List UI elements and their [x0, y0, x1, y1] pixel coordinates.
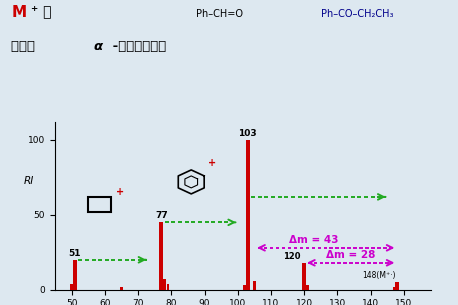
- Bar: [306, 285, 309, 290]
- Bar: [395, 282, 399, 290]
- Bar: [393, 287, 395, 290]
- Bar: [167, 284, 169, 290]
- Text: +: +: [116, 187, 125, 197]
- Y-axis label: RI: RI: [23, 176, 34, 186]
- Bar: [302, 263, 306, 290]
- Bar: [246, 140, 250, 290]
- Text: 51: 51: [69, 249, 81, 257]
- Text: +: +: [208, 158, 216, 168]
- Text: 103: 103: [239, 129, 257, 138]
- Text: Ph–CO–CH₂CH₃: Ph–CO–CH₂CH₃: [321, 9, 393, 19]
- Bar: [73, 260, 77, 290]
- Bar: [70, 284, 73, 290]
- Text: Ph–CH=O: Ph–CH=O: [196, 9, 243, 19]
- Bar: [120, 287, 123, 290]
- Text: ⁺ 强: ⁺ 强: [31, 5, 52, 19]
- Text: α: α: [94, 40, 103, 53]
- Text: 120: 120: [284, 252, 301, 260]
- Text: 148(M⁺·): 148(M⁺·): [362, 271, 396, 280]
- Text: Δm = 28: Δm = 28: [326, 250, 376, 260]
- Text: ‑开裂得到基峰: ‑开裂得到基峰: [108, 40, 166, 53]
- Text: M: M: [11, 5, 27, 20]
- Bar: [253, 281, 256, 290]
- Bar: [243, 285, 246, 290]
- Text: 77: 77: [155, 211, 168, 220]
- Bar: [164, 279, 166, 290]
- Bar: [159, 222, 164, 290]
- Text: 一般由: 一般由: [11, 40, 40, 53]
- Text: Δm = 43: Δm = 43: [289, 235, 339, 245]
